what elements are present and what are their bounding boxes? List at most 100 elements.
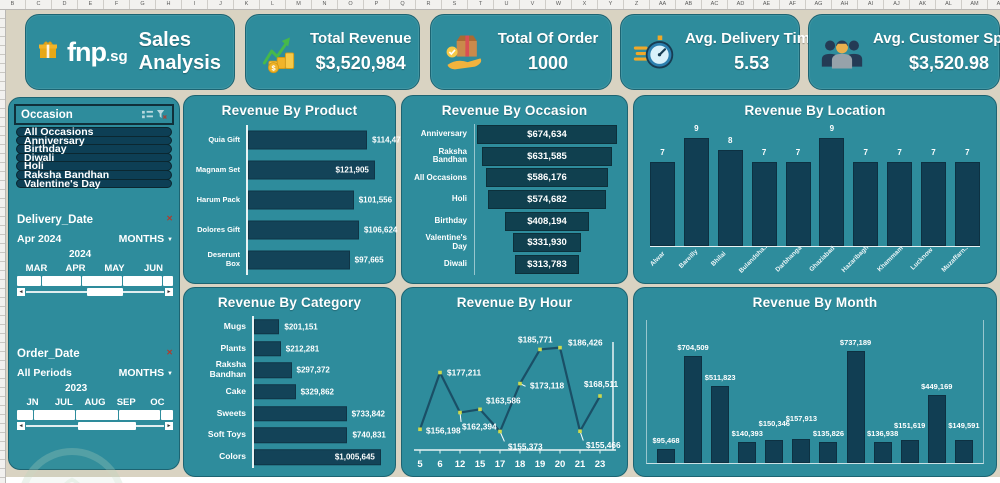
kpi-avg-customer-spent: Avg. Customer Spent $3,520.98: [808, 14, 1000, 90]
bar: [248, 190, 354, 210]
timeline-selection: Apr 2024: [17, 233, 62, 245]
timeline-month-label[interactable]: JUL: [54, 397, 73, 408]
funnel-bar: $331,930: [512, 233, 582, 253]
x-axis-label: 23: [595, 459, 606, 470]
column-header: AB: [676, 0, 702, 9]
scroll-left-icon[interactable]: ◄: [17, 422, 25, 430]
timeline-granularity-select[interactable]: MONTHS ▼: [118, 233, 173, 245]
bar-row-raksha-bandhan: Raksha Bandhan $297,372: [192, 359, 389, 382]
chart-title: Revenue By Category: [217, 295, 362, 310]
scroll-right-icon[interactable]: ►: [165, 422, 173, 430]
bar: [254, 405, 347, 422]
bar: [900, 440, 919, 463]
timeline-clear-icon[interactable]: ✕: [166, 214, 173, 223]
chart-title: Revenue By Product: [221, 103, 358, 118]
value-label: $121,905: [335, 165, 369, 175]
timeline-granularity-select[interactable]: MONTHS ▼: [118, 367, 173, 379]
column-header: Q: [390, 0, 416, 9]
slicer-item-valentine-s-day[interactable]: Valentine's Day: [16, 179, 172, 189]
column-header: Y: [598, 0, 624, 9]
bar-column-lucknow: 7: [921, 136, 946, 246]
timeline-clear-icon[interactable]: ✕: [166, 348, 173, 357]
funnel-bar: $313,783: [514, 254, 580, 274]
timeline-title: Delivery_Date ✕: [17, 214, 173, 226]
column-header: O: [338, 0, 364, 9]
panel-revenue-by-month: Revenue By Month $95,468 $704,509 $511,823…: [633, 287, 997, 477]
bar: [684, 356, 703, 463]
value-label: $114,476: [372, 135, 406, 145]
x-axis-label: 12: [455, 459, 466, 470]
timeline-scrollbar[interactable]: ◄ ►: [17, 288, 173, 296]
timeline-month-label[interactable]: MAR: [25, 263, 48, 274]
funnel-row-anniversary: Anniversary $674,634: [410, 124, 619, 146]
column-header: X: [572, 0, 598, 9]
bar: [846, 351, 865, 463]
column-header: Z: [624, 0, 650, 9]
column-header: AM: [962, 0, 988, 9]
bar-row-colors: Colors $1,005,645: [192, 446, 389, 468]
scrollbar-thumb[interactable]: [78, 422, 137, 430]
bar: [792, 439, 811, 463]
value-label: $151,619: [894, 421, 926, 431]
chart-title: Revenue By Month: [752, 295, 878, 310]
column-header: AH: [832, 0, 858, 9]
timeline-scrollbar[interactable]: ◄ ►: [17, 422, 173, 430]
scroll-left-icon[interactable]: ◄: [17, 288, 25, 296]
bar-row-magnam-set: Magnam Set $121,905: [194, 155, 389, 185]
gift-icon: [36, 38, 60, 67]
bar: [921, 162, 946, 246]
timeline-month-label[interactable]: JUN: [143, 263, 163, 274]
bar-column-month-1: $95,468: [652, 320, 680, 463]
bar: [819, 442, 838, 463]
bar: [738, 441, 757, 463]
timeline-title: Order_Date ✕: [17, 348, 173, 360]
category-label: Raksha Bandhan: [209, 359, 246, 380]
growth-coins-icon: $: [256, 30, 302, 74]
value-label: $704,509: [677, 343, 709, 353]
bar: [954, 162, 980, 246]
bar-column-month-10: $151,619: [894, 320, 925, 463]
kpi-value: $3,520.98: [908, 53, 990, 73]
scroll-right-icon[interactable]: ►: [165, 288, 173, 296]
bar: [254, 384, 296, 400]
x-axis-label: 20: [555, 459, 566, 470]
slicer-title: Occasion: [21, 108, 73, 121]
category-label: Valentine's Day: [425, 232, 467, 251]
chart-title: Revenue By Occasion: [441, 103, 588, 118]
kpi-label: Total Revenue: [310, 30, 412, 47]
scrollbar-thumb[interactable]: [86, 288, 123, 296]
value-label: 8: [728, 136, 733, 145]
column-header: S: [442, 0, 468, 9]
x-axis-label: Alwar: [648, 250, 667, 268]
category-label: Plants: [220, 342, 246, 353]
bar: [873, 442, 892, 463]
timeline-month-label[interactable]: AUG: [84, 397, 106, 408]
timeline-month-label[interactable]: SEP: [116, 397, 136, 408]
timeline-month-label[interactable]: MAY: [104, 263, 125, 274]
bar-column-hazaribagh: 7: [853, 136, 879, 246]
clear-filter-icon[interactable]: [156, 109, 167, 120]
value-label: $201,151: [284, 322, 318, 332]
category-label: Quia Gift: [208, 134, 240, 144]
column-header: AL: [936, 0, 962, 9]
bar: [248, 130, 368, 150]
bar: [819, 138, 845, 246]
value-label: $163,586: [486, 395, 521, 405]
column-header: AE: [754, 0, 780, 9]
timeline-track[interactable]: [17, 410, 173, 420]
column-header: AC: [702, 0, 728, 9]
timeline-month-label[interactable]: OC: [150, 397, 165, 408]
multi-select-icon[interactable]: [142, 110, 153, 120]
funnel-row-holi: Holi $574,682: [410, 188, 619, 211]
value-label: $155,466: [586, 440, 621, 450]
bar: [248, 160, 375, 180]
bar: [717, 150, 743, 246]
funnel-bar: $631,585: [481, 146, 613, 166]
location-bar-chart: 7 9 8 7 7 9 7 7 7 7: [650, 124, 980, 247]
timeline-track[interactable]: [17, 276, 173, 286]
occasion-items: All Occasions Anniversary Birthday Diwali Ho…: [16, 127, 172, 189]
category-label: Dolores Gift: [197, 224, 240, 234]
timeline-month-label[interactable]: JN: [26, 397, 39, 408]
timeline-month-label[interactable]: APR: [65, 263, 86, 274]
